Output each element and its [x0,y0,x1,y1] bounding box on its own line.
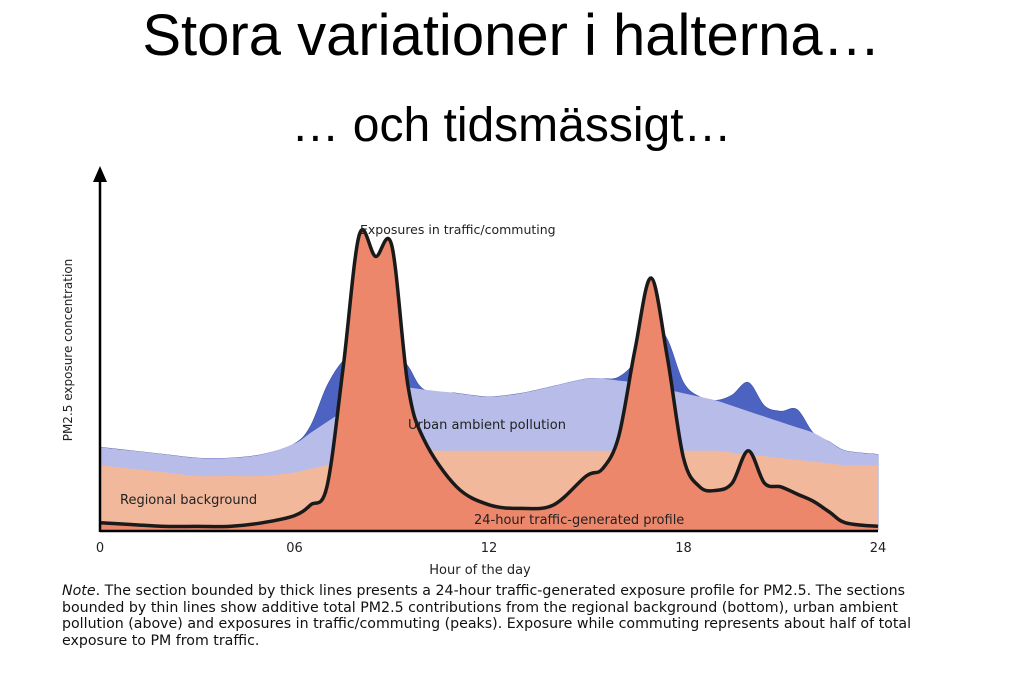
page-title: Stora variationer i halterna… [142,3,881,68]
annotation-traffic: Exposures in traffic/commuting [360,222,556,237]
x-tick-label: 0 [96,541,104,556]
y-axis-arrow [93,166,107,182]
area-layers [99,229,879,531]
chart-note: Note. The section bounded by thick lines… [62,583,912,649]
x-tick-label: 24 [870,541,887,556]
page-subtitle: … och tidsmässigt… [291,99,732,152]
x-axis-label: Hour of the day [429,563,531,578]
profile-outline [99,228,879,529]
x-tick-label: 18 [675,541,692,556]
pm25-exposure-chart: 0 06 12 18 24 Hour of the day PM2.5 exposure… [61,166,886,578]
annotation-profile: 24-hour traffic-generated profile [474,513,684,528]
annotation-regional: Regional background [120,493,257,508]
y-axis-label: PM2.5 exposure concentration [61,259,75,442]
x-ticks: 0 06 12 18 24 [96,541,886,556]
area-traffic-profile [100,229,878,530]
chart-container: 0 06 12 18 24 Hour of the day PM2.5 exposure… [40,160,900,580]
note-lead: Note [62,583,96,599]
note-text: . The section bounded by thick lines pre… [62,583,912,649]
annotation-urban: Urban ambient pollution [408,418,566,433]
x-tick-label: 12 [481,541,498,556]
x-tick-label: 06 [286,541,303,556]
